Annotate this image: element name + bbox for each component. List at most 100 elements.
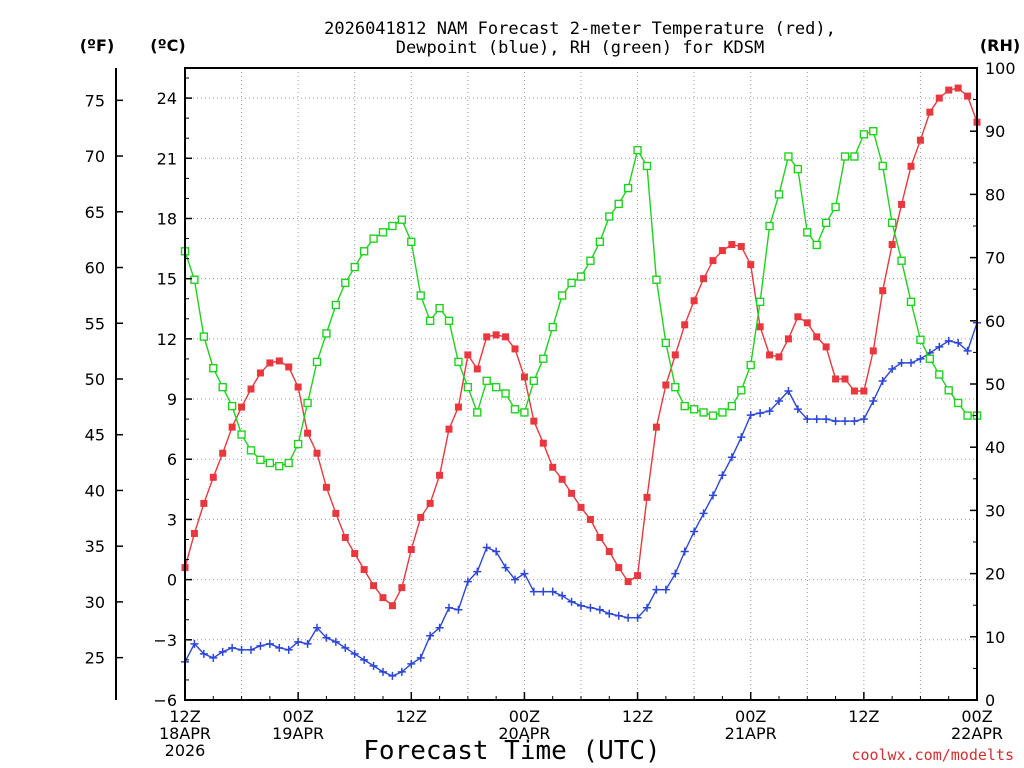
dewpoint-series bbox=[181, 318, 981, 680]
temperature-point bbox=[568, 489, 576, 497]
temperature-point bbox=[294, 383, 302, 391]
temperature-point bbox=[869, 347, 877, 355]
rh-point bbox=[529, 376, 539, 386]
dewpoint-point bbox=[548, 587, 557, 596]
dewpoint-point bbox=[841, 417, 849, 426]
rh-point bbox=[812, 240, 821, 250]
dewpoint-point bbox=[407, 659, 416, 668]
celsius-tick-label: −3 bbox=[153, 631, 177, 650]
temperature-point bbox=[784, 335, 792, 343]
temperature-point bbox=[313, 449, 321, 457]
dewpoint-point bbox=[878, 376, 887, 385]
rh-point bbox=[878, 161, 887, 171]
temperature-point bbox=[652, 423, 660, 431]
temperature-point bbox=[728, 241, 736, 249]
celsius-tick-label: 0 bbox=[167, 571, 177, 590]
rh-tick-label: 100 bbox=[985, 59, 1016, 78]
rh-point bbox=[293, 439, 303, 449]
temperature-point bbox=[671, 351, 679, 359]
dewpoint-point bbox=[284, 645, 293, 654]
temperature-point bbox=[634, 572, 642, 580]
rh-point bbox=[916, 335, 925, 344]
rh-point bbox=[265, 458, 275, 468]
dewpoint-point bbox=[567, 597, 576, 606]
dewpoint-point bbox=[199, 649, 208, 658]
rh-point bbox=[227, 401, 237, 411]
temperature-point bbox=[209, 473, 217, 481]
dewpoint-point bbox=[624, 613, 633, 622]
rh-point bbox=[454, 357, 463, 367]
dewpoint-point bbox=[341, 643, 350, 652]
temperature-point bbox=[275, 357, 283, 365]
temperature-point bbox=[219, 449, 227, 457]
dewpoint-point bbox=[727, 453, 736, 462]
temperature-point bbox=[558, 475, 566, 483]
fahrenheit-tick-label: 65 bbox=[85, 203, 105, 222]
temperature-point bbox=[803, 319, 811, 327]
temperature-point bbox=[483, 333, 491, 341]
rh-point bbox=[190, 275, 199, 284]
dewpoint-point bbox=[680, 547, 689, 556]
temperature-point bbox=[238, 403, 246, 411]
rh-point bbox=[850, 152, 859, 161]
dewpoint-point bbox=[265, 639, 274, 648]
temperature-point bbox=[737, 243, 745, 251]
temperature-point bbox=[577, 503, 585, 511]
rh-point bbox=[689, 405, 699, 414]
rh-point bbox=[557, 291, 567, 300]
temperature-point bbox=[473, 365, 481, 373]
rh-tick-label: 40 bbox=[985, 438, 1005, 457]
dewpoint-point bbox=[539, 587, 548, 596]
temperature-point bbox=[643, 493, 651, 501]
temperature-point bbox=[586, 515, 594, 523]
chart-title: 2026041812 NAM Forecast 2-meter Temperat… bbox=[324, 19, 836, 39]
dewpoint-point bbox=[397, 667, 406, 676]
rh-point bbox=[784, 152, 793, 161]
dewpoint-point bbox=[190, 639, 199, 648]
x-tick-label: 12Z bbox=[622, 707, 653, 726]
dewpoint-point bbox=[586, 603, 595, 612]
rh-point bbox=[548, 322, 557, 332]
dewpoint-point bbox=[511, 575, 519, 584]
temperature-point bbox=[228, 423, 236, 431]
temperature-point bbox=[398, 584, 406, 592]
dewpoint-point bbox=[633, 613, 642, 622]
rh-point bbox=[821, 218, 831, 228]
rh-point bbox=[661, 338, 671, 348]
rh-point bbox=[897, 256, 906, 265]
x-tick-label: 00Z bbox=[282, 707, 313, 726]
temperature-point bbox=[624, 578, 632, 586]
x-tick-label: 20APR bbox=[498, 724, 550, 743]
temperature-point bbox=[888, 241, 896, 249]
chart-subtitle: Dewpoint (blue), RH (green) for KDSM bbox=[396, 38, 764, 58]
celsius-tick-label: −6 bbox=[153, 691, 177, 710]
rh-point bbox=[803, 228, 812, 237]
rh-tick-label: 50 bbox=[985, 375, 1005, 394]
dewpoint-point bbox=[916, 354, 925, 363]
dewpoint-point bbox=[907, 358, 915, 367]
rh-point bbox=[510, 405, 520, 414]
temperature-point bbox=[747, 261, 755, 269]
celsius-tick-label: 21 bbox=[157, 149, 177, 168]
celsius-tick-label: 12 bbox=[157, 330, 177, 349]
fahrenheit-tick-label: 60 bbox=[85, 259, 105, 278]
temperature-point bbox=[766, 351, 774, 359]
tick-layer: −6 −3 0 3 6 9 12 15 18 21 24 25 30 35 40 45 50 55 60 65 70 75… bbox=[85, 59, 1016, 760]
rh-point bbox=[859, 130, 869, 139]
temperature-point bbox=[379, 594, 387, 602]
fahrenheit-tick-label: 30 bbox=[85, 593, 105, 612]
temperature-point bbox=[964, 92, 972, 100]
temperature-point bbox=[907, 162, 915, 170]
temperature-point bbox=[662, 381, 670, 389]
temperature-point bbox=[681, 321, 689, 329]
rh-point bbox=[869, 126, 878, 136]
credit-text: coolwx.com/modelts bbox=[851, 746, 1014, 764]
header: 2026041812 NAM Forecast 2-meter Temperat… bbox=[80, 19, 1020, 58]
dewpoint-point bbox=[784, 387, 793, 396]
rh-point bbox=[218, 382, 227, 392]
dewpoint-point bbox=[247, 645, 255, 654]
temperature-series bbox=[181, 84, 981, 610]
rh-point bbox=[303, 398, 312, 408]
dewpoint-point bbox=[445, 603, 453, 612]
rh-point bbox=[199, 332, 209, 341]
